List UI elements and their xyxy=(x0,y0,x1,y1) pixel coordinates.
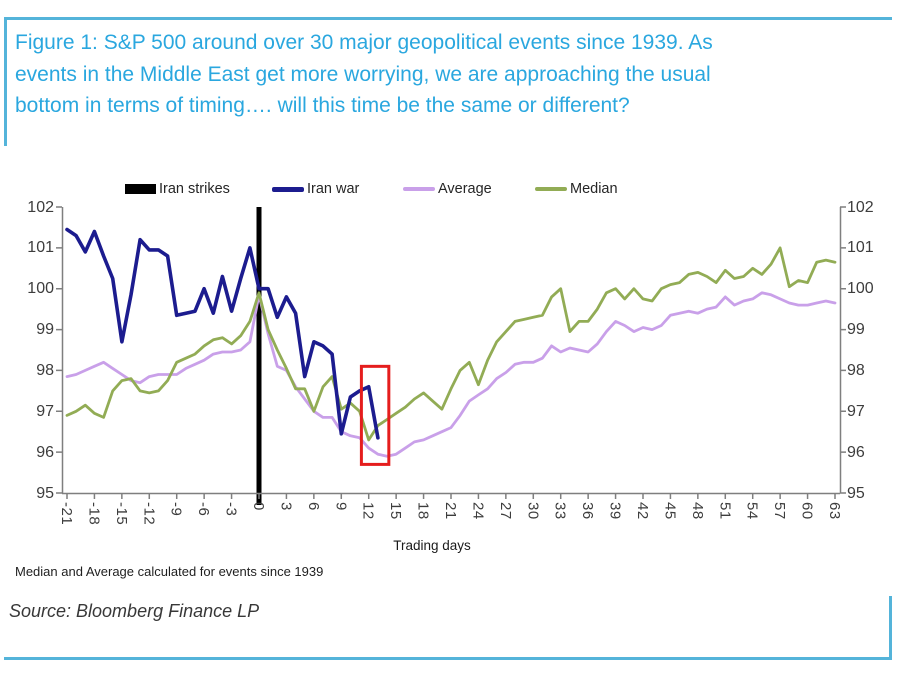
chart-axes xyxy=(56,206,846,499)
legend-label: Iran war xyxy=(307,181,360,197)
y-tick-label-left: 102 xyxy=(27,198,54,216)
series-line-median xyxy=(65,246,837,442)
x-tick-label: 3 xyxy=(277,502,295,511)
figure-title: Figure 1: S&P 500 around over 30 major g… xyxy=(15,27,885,122)
legend-line-swatch xyxy=(403,187,435,191)
frame-border-right xyxy=(889,596,892,660)
y-tick-label-left: 98 xyxy=(36,361,54,379)
x-tick-label: 27 xyxy=(496,502,514,520)
x-tick-label: 51 xyxy=(716,502,734,520)
x-tick-label: 60 xyxy=(798,502,816,520)
x-tick-label: 18 xyxy=(414,502,432,520)
x-tick-label: 57 xyxy=(771,502,789,520)
x-tick-label: 6 xyxy=(304,502,322,511)
x-tick-label: -18 xyxy=(85,502,103,526)
x-axis-title: Trading days xyxy=(393,538,471,553)
x-tick-label: -12 xyxy=(140,502,158,526)
frame-border-bottom xyxy=(4,657,892,660)
highlight-box xyxy=(359,364,391,466)
x-tick-label: -6 xyxy=(195,502,213,517)
legend-label: Iran strikes xyxy=(159,181,230,197)
y-tick-label-right: 102 xyxy=(847,198,874,216)
legend-line-swatch xyxy=(272,186,304,192)
x-tick-label: 45 xyxy=(661,502,679,520)
y-tick-label-right: 95 xyxy=(847,484,865,502)
source-note: Source: Bloomberg Finance LP xyxy=(9,601,260,621)
x-tick-label: 54 xyxy=(743,502,761,520)
x-tick-label: -15 xyxy=(112,502,130,526)
y-tick-label-left: 100 xyxy=(27,280,54,298)
y-tick-label-right: 101 xyxy=(847,239,874,257)
x-tick-label: 63 xyxy=(826,502,843,520)
x-tick-label: 21 xyxy=(442,502,459,520)
y-tick-label-right: 99 xyxy=(847,321,865,339)
x-tick-label: -3 xyxy=(222,502,240,517)
y-tick-label-right: 96 xyxy=(847,443,865,461)
y-tick-label-left: 99 xyxy=(36,321,54,339)
x-tick-label: 39 xyxy=(606,502,624,520)
x-tick-label: 15 xyxy=(387,502,405,520)
legend-label: Median xyxy=(570,181,618,197)
y-tick-label-left: 96 xyxy=(36,443,54,461)
series-line-iran-war xyxy=(65,227,380,440)
legend-item-iran-war: Iran war xyxy=(272,179,359,199)
x-tick-label: -9 xyxy=(167,502,185,517)
chart-legend: Iran strikes Iran war Average Median xyxy=(0,179,900,199)
x-tick-label: 42 xyxy=(634,502,651,520)
x-tick-label: 30 xyxy=(524,502,542,520)
y-tick-label-left: 95 xyxy=(36,484,54,502)
legend-item-average: Average xyxy=(403,179,492,199)
x-tick-label: 0 xyxy=(250,502,267,511)
figure-title-line-1: Figure 1: S&P 500 around over 30 major g… xyxy=(15,31,713,54)
legend-bar-swatch xyxy=(125,184,156,194)
x-tick-label: 33 xyxy=(551,502,569,520)
y-tick-label-right: 98 xyxy=(847,361,865,379)
legend-item-iran-strikes: Iran strikes xyxy=(125,179,230,199)
x-tick-label: 9 xyxy=(332,502,350,511)
x-tick-label: -21 xyxy=(58,502,75,526)
series-line-average xyxy=(65,291,837,458)
y-tick-label-right: 100 xyxy=(847,280,874,298)
frame-border-left xyxy=(4,17,7,146)
y-tick-label-left: 97 xyxy=(36,402,54,420)
y-tick-label-right: 97 xyxy=(847,402,865,420)
chart-footnote: Median and Average calculated for events… xyxy=(15,564,324,579)
x-tick-label: 12 xyxy=(359,502,377,520)
legend-label: Average xyxy=(438,181,492,197)
x-tick-label: 48 xyxy=(688,502,706,520)
x-tick-label: 24 xyxy=(469,502,487,520)
legend-item-median: Median xyxy=(535,179,618,199)
figure-title-line-2: events in the Middle East get more worry… xyxy=(15,62,711,86)
figure-title-line-3: bottom in terms of timing…. will this ti… xyxy=(15,94,630,117)
y-tick-label-left: 101 xyxy=(27,239,54,257)
frame-border-top xyxy=(4,17,892,20)
legend-line-swatch xyxy=(535,187,567,191)
x-tick-label: 36 xyxy=(579,502,597,520)
event-day-bar xyxy=(256,207,262,505)
